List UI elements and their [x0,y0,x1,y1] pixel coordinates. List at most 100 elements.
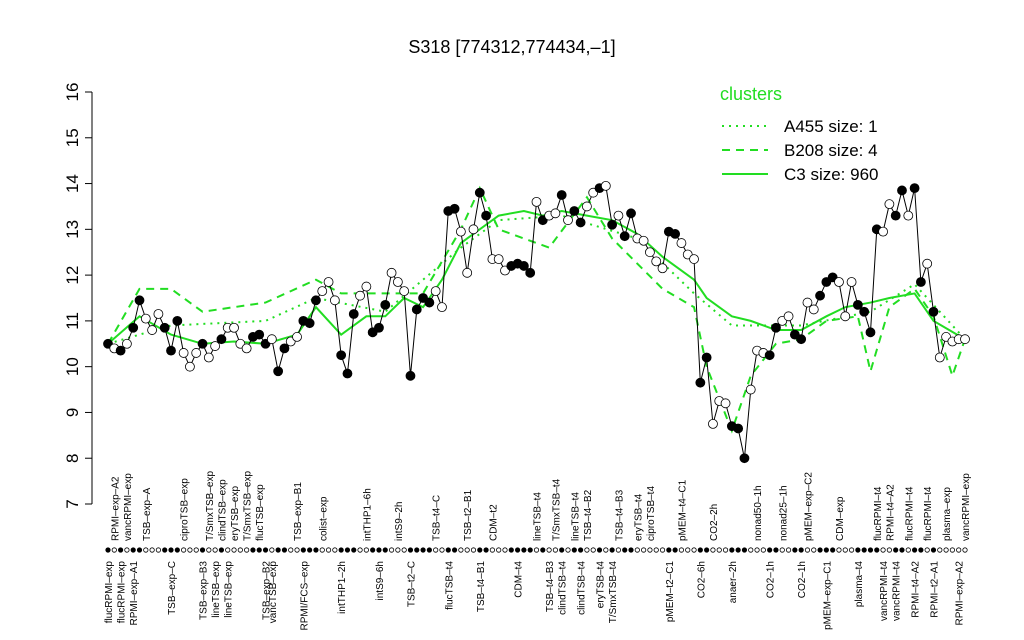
sample-point [890,210,901,221]
sample-dot [489,547,495,553]
sample-dot [407,547,414,553]
sample-dot [237,547,243,553]
sample-point [399,286,410,297]
sample-dot [294,547,300,553]
sample-dot [685,547,691,553]
sample-dot [332,547,338,553]
sample-point [670,229,681,239]
sample-point [493,254,504,264]
sample-dot [212,547,218,553]
y-tick-label: 14 [63,174,82,193]
x-label-above: nonad25–1h [778,485,789,541]
sample-point [392,277,403,287]
sample-dot [785,547,792,553]
sample-point [808,304,819,315]
sample-dot [911,547,918,553]
x-label-above: CDM–t2 [488,504,499,541]
sample-point [292,332,302,342]
sample-dot [949,547,955,553]
sample-dot [445,547,451,553]
y-tick-label: 12 [63,266,82,285]
sample-point [840,311,851,322]
legend-label: A455 size: 1 [784,117,878,136]
sample-point [550,208,561,219]
sample-dot [798,547,804,553]
y-tick-label: 13 [63,220,82,239]
x-label-below: flucRPMI–exp [104,561,115,624]
sample-point [771,322,781,333]
x-label-above: TSB–t4–B2 [583,489,594,541]
sample-dot [275,547,281,553]
sample-point [708,418,718,429]
sample-point [279,343,290,354]
sample-dot [250,547,256,553]
sample-dot [496,547,502,553]
sample-dot [433,547,439,553]
sample-point [518,261,529,271]
sample-dot [414,547,420,553]
sample-point [834,277,844,287]
sample-point [468,224,479,235]
sample-point [361,281,372,292]
sample-dot [470,547,477,553]
sample-dot [288,547,294,553]
sample-dot [325,547,332,553]
sample-point [462,267,473,278]
sample-point [802,297,813,308]
sample-dot [370,547,376,553]
sample-point [645,247,655,258]
sample-dot [880,547,886,553]
sample-dot [105,547,111,553]
sample-point [657,263,668,274]
x-label-above: flucTSB–exp [255,484,266,541]
x-label-below: CDM–t4 [514,561,525,598]
sample-dot [181,547,187,553]
sample-dot [187,547,193,553]
x-label-below: RPMI–t2–A1 [929,561,940,618]
sample-dot [943,547,949,553]
sample-dot [924,547,930,553]
sample-dot [899,547,905,553]
sample-dot [729,547,735,553]
x-label-above: TSB–t4–B3 [614,489,625,541]
sample-dot [886,547,892,553]
sample-dot [930,547,937,553]
sample-dot [861,547,867,553]
sample-point [607,219,618,230]
x-label-above: CO2–2h [709,504,720,541]
x-label-below: TSB–exp–B3 [199,561,210,620]
sample-point [569,206,580,216]
y-tick-label: 7 [63,499,82,508]
x-label-below: TSB–exp–B2 [262,561,273,620]
sample-dot [439,547,445,553]
sample-point [374,322,384,333]
sample-dot [842,547,848,553]
sample-point [172,315,183,326]
sample-dot [111,547,117,553]
sample-dot [874,547,880,553]
x-label-above: RPMI–exp–A2 [110,476,121,541]
x-label-below: anaer–2h [728,561,739,603]
x-label-above: flucRPMI–t4 [923,486,934,541]
sample-point [481,210,491,221]
sample-dot [956,547,962,553]
sample-point [266,334,277,345]
sample-point [386,267,397,278]
sample-dot [848,547,855,553]
sample-point [229,322,239,333]
sample-point [815,290,825,301]
sample-dot [628,547,634,553]
sample-dot [748,547,754,553]
sample-dot [867,547,874,553]
sample-point [739,453,750,464]
sample-point [430,286,441,297]
legend-label: B208 size: 4 [784,141,878,160]
x-label-above: T/SmxTSB–exp [205,471,216,541]
x-label-below: eryTSB–t4 [596,561,607,609]
sample-dot [130,547,136,553]
sample-point [619,231,630,242]
sample-dot [565,547,571,553]
y-tick-label: 15 [63,128,82,147]
sample-dot [571,547,577,553]
